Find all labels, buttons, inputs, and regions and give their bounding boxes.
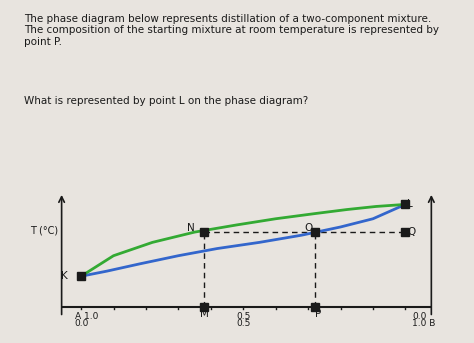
Text: P: P (315, 309, 321, 319)
Text: O: O (304, 223, 312, 233)
Text: What is represented by point L on the phase diagram?: What is represented by point L on the ph… (24, 96, 308, 106)
Text: N: N (188, 223, 195, 233)
Text: 0.5: 0.5 (236, 319, 250, 328)
Text: A 1.0: A 1.0 (74, 312, 98, 321)
Text: M: M (200, 309, 209, 319)
Text: 0.0: 0.0 (74, 319, 89, 328)
Text: K: K (62, 271, 68, 281)
Text: 1.0 B: 1.0 B (412, 319, 435, 328)
Text: T (°C): T (°C) (30, 225, 58, 235)
Text: 0.5: 0.5 (236, 312, 250, 321)
Text: Q: Q (408, 227, 416, 237)
Text: The phase diagram below represents distillation of a two-component mixture.
The : The phase diagram below represents disti… (24, 14, 439, 47)
Text: 0.0: 0.0 (412, 312, 426, 321)
Text: L: L (407, 199, 413, 209)
